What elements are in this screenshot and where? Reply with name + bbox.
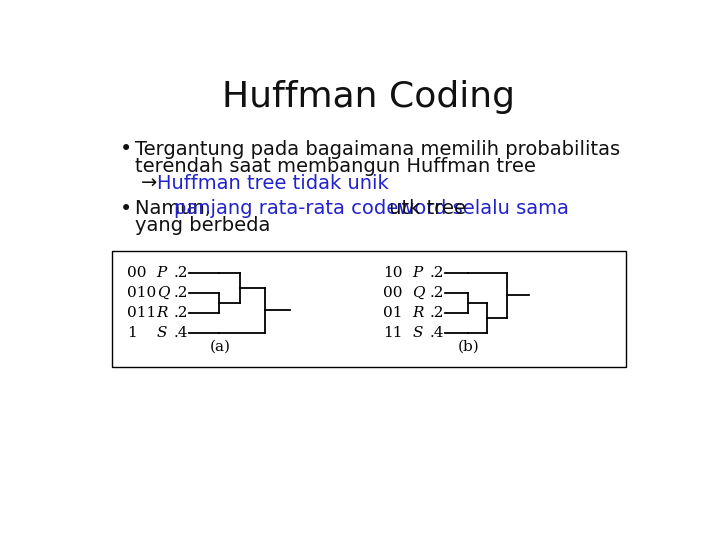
Text: 00: 00 — [383, 286, 402, 300]
Text: 01: 01 — [383, 306, 402, 320]
Text: 11: 11 — [383, 326, 402, 340]
Bar — [112, 251, 626, 367]
Text: utk tree: utk tree — [383, 199, 466, 218]
Text: .2: .2 — [429, 266, 444, 280]
Text: 1: 1 — [127, 326, 137, 340]
Text: .2: .2 — [429, 286, 444, 300]
Text: .4: .4 — [174, 326, 188, 340]
Text: 011: 011 — [127, 306, 156, 320]
Text: •: • — [120, 199, 132, 219]
Text: R: R — [413, 306, 424, 320]
Text: Huffman Coding: Huffman Coding — [222, 80, 516, 114]
Text: Namun,: Namun, — [135, 199, 217, 218]
Text: P: P — [413, 266, 423, 280]
Text: →: → — [141, 174, 158, 193]
Text: Tergantung pada bagaimana memilih probabilitas: Tergantung pada bagaimana memilih probab… — [135, 140, 620, 159]
Text: 010: 010 — [127, 286, 156, 300]
Text: 00: 00 — [127, 266, 147, 280]
Text: Q: Q — [413, 286, 425, 300]
Text: (a): (a) — [210, 340, 230, 354]
Text: terendah saat membangun Huffman tree: terendah saat membangun Huffman tree — [135, 157, 536, 176]
Text: .2: .2 — [174, 266, 188, 280]
Text: .2: .2 — [174, 286, 188, 300]
Text: S: S — [157, 326, 167, 340]
Text: .2: .2 — [429, 306, 444, 320]
Text: •: • — [120, 139, 132, 159]
Text: .4: .4 — [429, 326, 444, 340]
Text: .2: .2 — [174, 306, 188, 320]
Text: (b): (b) — [457, 340, 479, 354]
Text: R: R — [157, 306, 168, 320]
Text: yang berbeda: yang berbeda — [135, 216, 270, 235]
Text: 10: 10 — [383, 266, 402, 280]
Text: P: P — [157, 266, 167, 280]
Text: Q: Q — [157, 286, 169, 300]
Text: Huffman tree tidak unik: Huffman tree tidak unik — [157, 174, 388, 193]
Text: S: S — [413, 326, 423, 340]
Text: panjang rata-rata codeword selalu sama: panjang rata-rata codeword selalu sama — [174, 199, 569, 218]
